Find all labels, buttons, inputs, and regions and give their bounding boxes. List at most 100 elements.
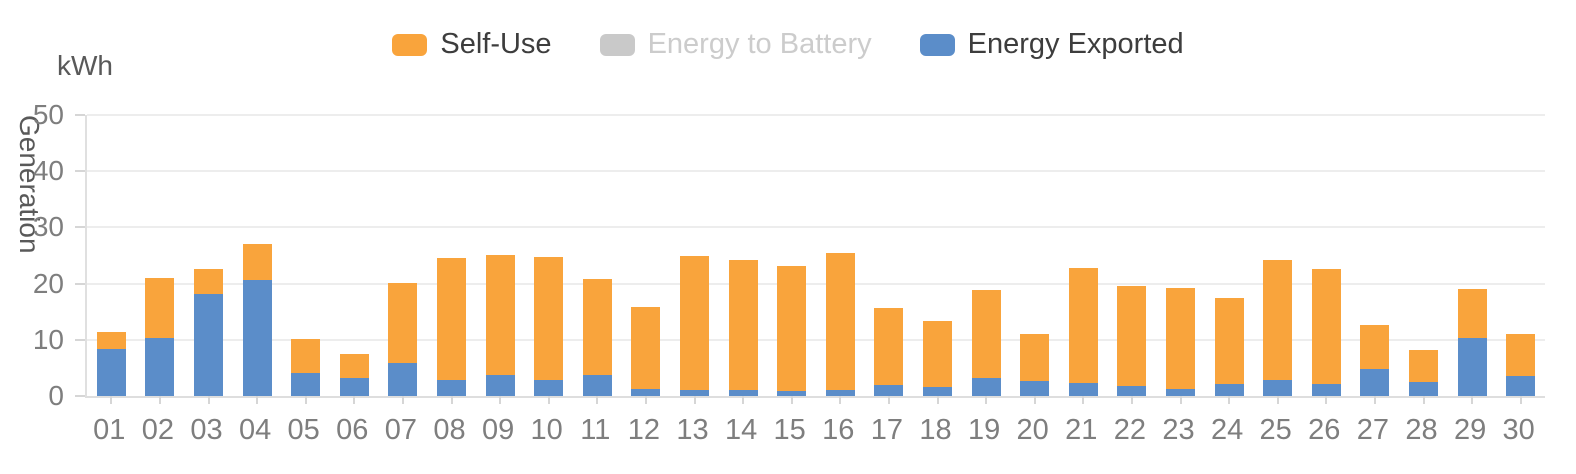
y-tick-40 [75, 170, 85, 173]
bar-15-energy-exported[interactable] [777, 390, 807, 396]
x-tick-26 [1325, 396, 1328, 404]
x-label-11: 11 [580, 414, 611, 446]
bar-28-self-use[interactable] [1409, 350, 1438, 382]
bar-08-energy-exported[interactable] [437, 380, 466, 396]
bar-25-energy-exported[interactable] [1263, 379, 1293, 396]
legend-item-self-use[interactable]: Self-Use [392, 28, 552, 61]
bar-26-energy-exported[interactable] [1311, 384, 1341, 396]
bar-20-energy-exported[interactable] [1020, 381, 1050, 396]
x-label-01: 01 [93, 414, 126, 446]
x-tick-23 [1179, 396, 1182, 404]
gridline-20 [87, 282, 1545, 285]
x-tick-22 [1130, 396, 1133, 404]
x-tick-24 [1228, 396, 1231, 404]
bar-12-self-use[interactable] [631, 306, 661, 390]
bar-25-self-use[interactable] [1263, 260, 1293, 380]
bar-group-06 [339, 115, 369, 396]
legend-item-energy-exported[interactable]: Energy Exported [919, 28, 1184, 61]
x-tick-07 [401, 396, 404, 404]
bar-21-self-use[interactable] [1068, 267, 1098, 383]
x-label-06: 06 [336, 414, 369, 446]
bar-group-09 [485, 115, 515, 396]
x-tick-17 [887, 396, 890, 404]
bar-24-self-use[interactable] [1214, 298, 1244, 384]
x-label-24: 24 [1210, 414, 1244, 446]
bar-06-energy-exported[interactable] [339, 378, 369, 396]
bar-07-self-use[interactable] [388, 283, 418, 364]
bar-28-energy-exported[interactable] [1409, 381, 1438, 396]
bar-30-self-use[interactable] [1506, 334, 1536, 376]
bar-20-self-use[interactable] [1020, 333, 1050, 382]
y-axis-title: Generation [14, 115, 45, 254]
bar-18-energy-exported[interactable] [923, 387, 952, 396]
bar-02-energy-exported[interactable] [145, 337, 175, 396]
bar-24-energy-exported[interactable] [1214, 383, 1244, 396]
bar-26-self-use[interactable] [1311, 269, 1341, 385]
bar-27-energy-exported[interactable] [1360, 369, 1390, 396]
bar-16-self-use[interactable] [825, 252, 855, 390]
bar-18-self-use[interactable] [923, 321, 952, 388]
bar-14-self-use[interactable] [728, 260, 758, 390]
x-label-22: 22 [1113, 414, 1147, 446]
bar-13-self-use[interactable] [680, 255, 709, 391]
bar-10-energy-exported[interactable] [534, 380, 564, 396]
bar-09-self-use[interactable] [485, 254, 515, 376]
x-label-16: 16 [822, 414, 855, 446]
x-label-27: 27 [1356, 414, 1390, 446]
bar-22-self-use[interactable] [1117, 286, 1147, 386]
legend-item-energy-to-battery[interactable]: Energy to Battery [599, 28, 872, 61]
bar-01-self-use[interactable] [96, 331, 126, 350]
y-tick-10 [75, 338, 85, 341]
bar-group-22 [1117, 115, 1147, 396]
x-tick-14 [742, 396, 745, 404]
legend-marker-energy-to-battery [599, 33, 635, 56]
y-tick-50 [75, 114, 85, 116]
bar-05-energy-exported[interactable] [291, 372, 321, 396]
bar-22-energy-exported[interactable] [1117, 385, 1147, 396]
bar-11-energy-exported[interactable] [582, 374, 612, 396]
x-tick-28 [1422, 396, 1425, 404]
bar-23-self-use[interactable] [1166, 287, 1195, 389]
x-label-25: 25 [1259, 414, 1292, 446]
bar-13-energy-exported[interactable] [680, 390, 709, 396]
bar-06-self-use[interactable] [339, 353, 369, 379]
x-label-20: 20 [1016, 414, 1049, 446]
bar-01-energy-exported[interactable] [96, 349, 126, 396]
bar-05-self-use[interactable] [291, 339, 321, 373]
bar-17-self-use[interactable] [874, 307, 904, 385]
bar-group-19 [971, 115, 1001, 396]
x-tick-20 [1033, 396, 1036, 404]
bar-29-energy-exported[interactable] [1457, 337, 1487, 396]
x-label-05: 05 [287, 414, 320, 446]
bar-07-energy-exported[interactable] [388, 363, 418, 396]
x-label-26: 26 [1308, 414, 1341, 446]
bar-12-energy-exported[interactable] [631, 389, 661, 396]
x-tick-21 [1082, 396, 1085, 404]
bar-27-self-use[interactable] [1360, 325, 1390, 370]
bar-30-energy-exported[interactable] [1506, 375, 1536, 396]
bar-04-self-use[interactable] [242, 244, 272, 281]
bar-29-self-use[interactable] [1457, 288, 1487, 338]
bar-08-self-use[interactable] [437, 257, 466, 381]
x-label-18: 18 [919, 414, 952, 446]
bar-03-self-use[interactable] [194, 269, 223, 295]
bar-02-self-use[interactable] [145, 278, 175, 338]
bar-16-energy-exported[interactable] [825, 389, 855, 396]
bar-group-03 [194, 115, 223, 396]
bar-19-self-use[interactable] [971, 290, 1001, 379]
bar-15-self-use[interactable] [777, 266, 807, 391]
bar-11-self-use[interactable] [582, 279, 612, 375]
bar-09-energy-exported[interactable] [485, 375, 515, 396]
legend-label-energy-exported: Energy Exported [967, 28, 1184, 60]
bar-14-energy-exported[interactable] [728, 389, 758, 396]
bar-03-energy-exported[interactable] [194, 294, 223, 396]
y-tick-30 [75, 226, 85, 229]
legend-marker-energy-exported [919, 33, 955, 56]
bar-21-energy-exported[interactable] [1068, 382, 1098, 396]
bar-17-energy-exported[interactable] [874, 384, 904, 396]
bar-10-self-use[interactable] [534, 256, 564, 381]
bar-04-energy-exported[interactable] [242, 280, 272, 396]
bar-19-energy-exported[interactable] [971, 378, 1001, 396]
bar-23-energy-exported[interactable] [1166, 388, 1195, 396]
x-tick-25 [1276, 396, 1279, 404]
